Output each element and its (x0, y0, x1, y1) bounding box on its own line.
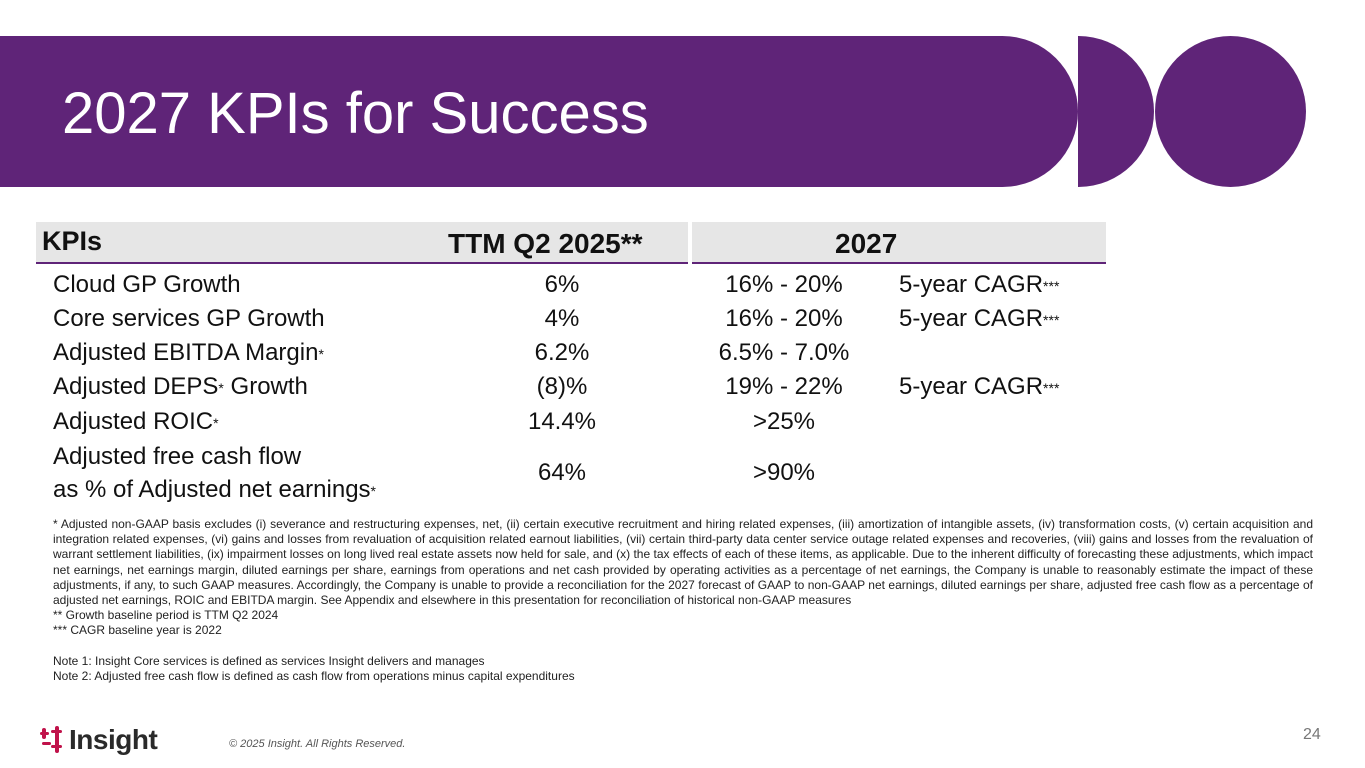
target-value: 6.5% - 7.0% (718, 339, 850, 366)
kpi-label-line1: Adjusted free cash flow (53, 443, 302, 470)
ttm-value: (8)% (536, 373, 588, 400)
footnote-cagr-baseline: *** CAGR baseline year is 2022 (53, 623, 222, 638)
slide-title: 2027 KPIs for Success (62, 81, 649, 146)
insight-logo-icon (40, 726, 64, 754)
cagr-note: 5-year CAGR*** (899, 305, 1060, 332)
ttm-value: 6% (544, 271, 580, 298)
ttm-value: 64% (537, 459, 587, 486)
target-value: >90% (752, 459, 816, 486)
footnote-spacer (53, 639, 1313, 654)
kpi-label: Adjusted EBITDA Margin* (53, 339, 324, 366)
footnote-non-gaap: * Adjusted non-GAAP basis excludes (i) s… (53, 517, 1313, 608)
target-value: 19% - 22% (725, 373, 843, 400)
footnote-note1: Note 1: Insight Core services is defined… (53, 653, 485, 668)
kpi-label: Adjusted DEPS* Growth (53, 373, 308, 400)
table-header-right-bg (692, 222, 1106, 264)
logo-wordmark: Insight (69, 724, 158, 755)
ttm-value: 4% (544, 305, 580, 332)
header-kpis: KPIs (42, 226, 103, 256)
ttm-value: 6.2% (534, 339, 590, 366)
cagr-note: 5-year CAGR*** (899, 373, 1060, 400)
table-header-left-bg (36, 222, 688, 264)
insight-logo: Insight (40, 724, 158, 756)
cagr-note: 5-year CAGR*** (899, 271, 1060, 298)
kpi-label-line2: as % of Adjusted net earnings* (53, 476, 376, 503)
page-number: 24 (1303, 726, 1321, 743)
banner-circle-decoration (1155, 36, 1306, 187)
footnotes: * Adjusted non-GAAP basis excludes (i) s… (53, 517, 1313, 684)
target-value: 16% - 20% (725, 305, 843, 332)
target-value: >25% (752, 408, 816, 435)
ttm-value: 14.4% (527, 408, 597, 435)
kpi-label: Cloud GP Growth (53, 271, 241, 298)
title-banner (0, 36, 1078, 187)
kpi-label: Core services GP Growth (53, 305, 325, 332)
banner-half-circle-decoration (1078, 36, 1154, 187)
header-ttm: TTM Q2 2025** (448, 228, 643, 259)
copyright-notice: © 2025 Insight. All Rights Reserved. (229, 738, 406, 750)
header-2027: 2027 (835, 228, 898, 259)
footnote-growth-baseline: ** Growth baseline period is TTM Q2 2024 (53, 608, 279, 623)
target-value: 16% - 20% (725, 271, 843, 298)
footnote-note2: Note 2: Adjusted free cash flow is defin… (53, 668, 575, 683)
kpi-label: Adjusted ROIC* (53, 408, 219, 435)
